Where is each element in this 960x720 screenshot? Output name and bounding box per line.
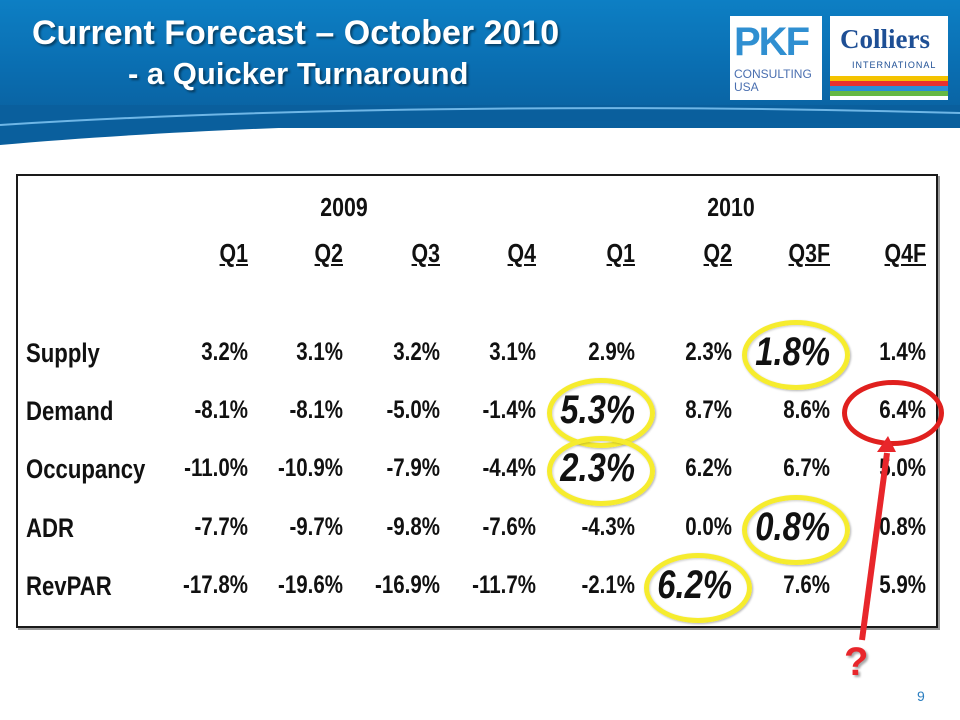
table-cell: -5.0%	[386, 396, 440, 424]
table-cell: -7.6%	[482, 513, 536, 541]
table-cell: 3.1%	[489, 338, 536, 366]
table-cell: -9.8%	[386, 513, 440, 541]
table-cell: 0.0%	[685, 513, 732, 541]
table-cell: -10.9%	[278, 454, 343, 482]
row-label: Demand	[26, 396, 114, 426]
table-cell: 1.4%	[879, 338, 926, 366]
highlight-ellipse	[742, 320, 850, 390]
colliers-logo-subtitle: INTERNATIONAL	[852, 60, 937, 70]
table-cell: 2.3%	[560, 446, 635, 490]
table-cell: 6.4%	[879, 396, 926, 424]
table-cell: -2.1%	[581, 571, 635, 599]
table-cell: -17.8%	[183, 571, 248, 599]
table-cell: 5.0%	[879, 454, 926, 482]
question-mark: ?	[844, 640, 869, 684]
quarter-header: Q2	[314, 238, 343, 268]
table-cell: 1.8%	[755, 330, 830, 374]
row-label: Supply	[26, 338, 100, 368]
table-cell: 5.3%	[560, 388, 635, 432]
header-swoosh	[0, 105, 960, 145]
table-cell: -11.7%	[472, 571, 536, 599]
table-cell: -1.4%	[482, 396, 536, 424]
table-cell: -4.3%	[581, 513, 635, 541]
table-cell: 2.9%	[588, 338, 635, 366]
table-cell: -9.7%	[289, 513, 343, 541]
table-cell: -11.0%	[184, 454, 248, 482]
table-cell: -8.1%	[194, 396, 248, 424]
colliers-logo-name: Colliers	[840, 24, 930, 54]
quarter-header: Q4F	[884, 238, 926, 268]
colliers-logo-stripes	[830, 76, 948, 96]
forecast-table: 2009 2010 Q1 Q2 Q3 Q4 Q1 Q2 Q3F Q4F Supply 3.2% 3.1%…	[16, 174, 944, 628]
pkf-logo-mark: PKF	[734, 20, 810, 64]
table-cell: 3.1%	[296, 338, 343, 366]
table-cell: 8.7%	[685, 396, 732, 424]
table-cell: 5.9%	[879, 571, 926, 599]
table-cell: -7.9%	[386, 454, 440, 482]
slide-title-line1: Current Forecast – October 2010	[32, 14, 560, 52]
table-cell: -4.4%	[482, 454, 536, 482]
pkf-logo-subtitle: CONSULTING USA	[734, 67, 812, 94]
highlight-ellipse	[547, 436, 655, 506]
pkf-logo: PKF CONSULTING USA	[730, 16, 822, 100]
year-header: 2010	[707, 192, 755, 222]
table-cell: 0.8%	[879, 513, 926, 541]
slide-header: Current Forecast – October 2010 - a Quic…	[0, 0, 960, 145]
highlight-ellipse	[742, 495, 850, 565]
quarter-header: Q1	[219, 238, 248, 268]
quarter-header: Q3	[411, 238, 440, 268]
quarter-header: Q4	[507, 238, 536, 268]
quarter-header: Q3F	[788, 238, 830, 268]
page-number: 9	[917, 688, 925, 704]
table-cell: -16.9%	[375, 571, 440, 599]
table-cell: 6.2%	[685, 454, 732, 482]
table-cell: -7.7%	[194, 513, 248, 541]
table-cell: 8.6%	[783, 396, 830, 424]
slide-title-line2: - a Quicker Turnaround	[128, 56, 469, 91]
table-cell: -8.1%	[289, 396, 343, 424]
table-cell: 6.2%	[657, 563, 732, 607]
year-header: 2009	[320, 192, 368, 222]
table-cell: 3.2%	[393, 338, 440, 366]
quarter-header: Q2	[703, 238, 732, 268]
table-cell: 6.7%	[783, 454, 830, 482]
table-cell: -19.6%	[278, 571, 343, 599]
row-label: Occupancy	[26, 454, 146, 484]
row-label: RevPAR	[26, 571, 112, 601]
table-cell: 7.6%	[783, 571, 830, 599]
table-cell: 3.2%	[201, 338, 248, 366]
table-cell: 0.8%	[755, 505, 830, 549]
quarter-header: Q1	[606, 238, 635, 268]
table-cell: 2.3%	[685, 338, 732, 366]
highlight-ellipse	[644, 553, 752, 623]
row-label: ADR	[26, 513, 74, 543]
colliers-logo: Colliers INTERNATIONAL	[830, 16, 948, 100]
